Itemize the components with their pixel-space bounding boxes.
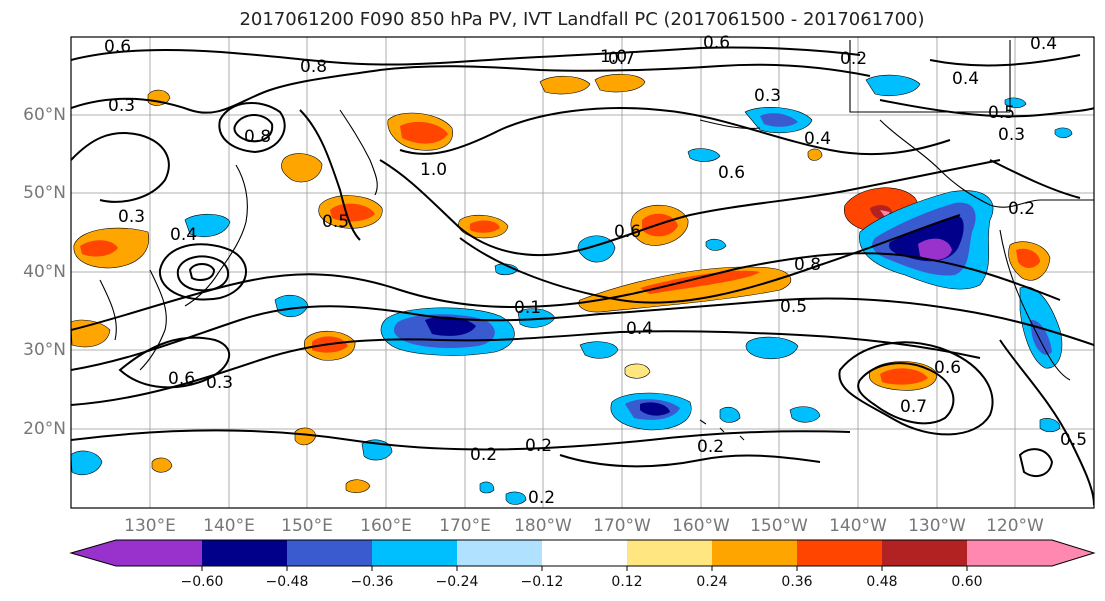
contour-label: 0.6 [718,163,745,183]
colorbar-label: −0.60 [180,574,224,590]
colorbar-extend-max [1052,540,1094,566]
lon-tick-label: 180°W [514,516,572,536]
colorbar-bin [542,540,627,566]
lat-tick-label: 20°N [23,419,66,439]
colorbar-label: −0.36 [350,574,394,590]
lat-tick-label: 30°N [23,340,66,360]
contour-label: 0.6 [614,222,641,242]
colorbar-bin [372,540,457,566]
contour-label: 0.3 [754,86,781,106]
map-plot-area [71,37,1094,508]
colorbar-bin [287,540,372,566]
contour-label: 0.4 [1030,34,1057,54]
contour-label: 0.4 [804,129,831,149]
contour-label: 0.6 [934,358,961,378]
lon-tick-label: 160°W [672,516,730,536]
contour-label: 0.3 [118,207,145,227]
colorbar-bin [627,540,712,566]
contour-label: 0.2 [470,445,497,465]
colorbar-bin [712,540,797,566]
contour-label: 0.8 [794,255,821,275]
lon-tick-label: 160°E [360,516,412,536]
map-title: 2017061200 F090 850 hPa PV, IVT Landfall… [239,9,925,30]
positive-anomaly-shading [71,73,1051,493]
contour-label: 0.7 [900,397,927,417]
colorbar-label: 0.24 [696,574,728,590]
lon-tick-label: 130°W [908,516,966,536]
contour-label: 1.0 [600,47,627,67]
pv-contours [71,46,1094,506]
contour-label: 0.2 [840,49,867,69]
lon-tick-label: 120°W [986,516,1044,536]
contour-label: 0.6 [104,37,131,57]
lon-tick-label: 140°E [203,516,255,536]
contour-label: 0.5 [988,103,1015,123]
contour-label: 0.2 [528,488,555,508]
lat-tick-label: 40°N [23,262,66,282]
colorbar-label: −0.24 [435,574,479,590]
map-frame [70,36,1095,509]
lon-tick-label: 150°W [750,516,808,536]
contour-label: 0.3 [998,125,1025,145]
contour-labels: 0.6 0.8 0.3 0.3 0.4 0.4 0.5 0.3 0.6 0.6 … [104,33,1087,508]
colorbar-bin [882,540,967,566]
colorbar-label: −0.48 [265,574,309,590]
colorbar-label: −0.12 [520,574,564,590]
contour-label: 1.0 [420,160,447,180]
contour-label: 0.2 [525,436,552,456]
contour-label: 0.8 [300,57,327,77]
lon-tick-label: 170°W [593,516,651,536]
contour-label: 0.2 [1008,199,1035,219]
contour-label: 0.5 [322,212,349,232]
contour-label: 0.4 [952,69,979,89]
contour-label: 0.6 [703,33,730,53]
colorbar-label: 0.36 [781,574,813,590]
colorbar-bin [202,540,287,566]
lon-tick-label: 170°E [439,516,491,536]
contour-label: 0.1 [514,298,541,318]
colorbar-extend-min [71,540,116,566]
contour-label: 0.7 [608,49,635,69]
colorbar-label: 0.48 [866,574,898,590]
coastlines [99,40,1094,441]
contour-label: 0.2 [697,437,724,457]
colorbar-bin [116,540,202,566]
contour-label: 0.3 [108,96,135,116]
contour-label: 0.5 [780,297,807,317]
lat-tick-label: 50°N [23,183,66,203]
colorbar-label: 0.12 [611,574,643,590]
colorbar-outline [69,539,1096,567]
colorbar-bin [967,540,1052,566]
lat-tick-label: 60°N [23,105,66,125]
contour-label: 0.4 [626,319,653,339]
contour-label: 0.3 [206,373,233,393]
colorbar-bin [797,540,882,566]
colorbar-label: 0.60 [951,574,983,590]
negative-anomaly-shading [71,74,1073,505]
contour-label: 0.4 [170,225,197,245]
contour-label: 0.8 [244,127,271,147]
lon-tick-label: 150°E [281,516,333,536]
lon-tick-label: 130°E [124,516,176,536]
colorbar [69,539,1096,571]
colorbar-bin [457,540,542,566]
contour-label: 0.6 [168,369,195,389]
lon-tick-label: 140°W [829,516,887,536]
contour-label: 0.5 [1060,430,1087,450]
